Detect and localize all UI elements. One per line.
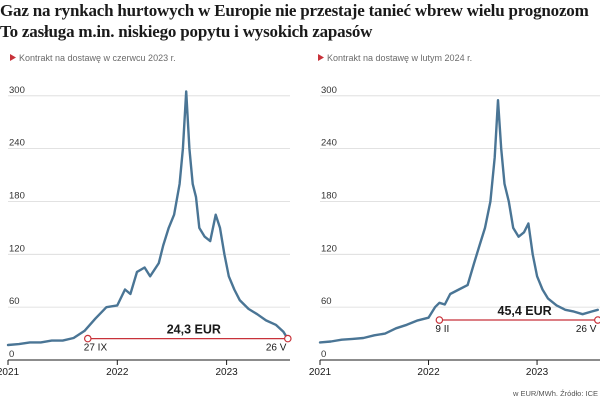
x-tick-label: 2022 [106,367,129,378]
end-point-marker [284,334,292,343]
chart-subtitle: Kontrakt na dostawę w czerwcu 2023 r. [19,53,176,63]
price-label: 45,4 EUR [498,304,552,318]
headline-line-2: To zasługa m.in. niskiego popytu i wysok… [0,22,373,41]
y-tick-label: 180 [9,190,25,201]
y-tick-label: 60 [321,296,332,307]
y-tick-label: 240 [9,138,25,149]
y-tick-label: 60 [9,296,20,307]
y-tick-label: 300 [321,85,337,96]
y-tick-label: 300 [9,85,25,96]
y-tick-label: 120 [321,243,337,254]
source-note: w EUR/MWh. Źródło: ICE [512,389,598,398]
y-tick-label: 0 [9,349,14,360]
series-line [6,90,289,347]
start-point-marker [435,316,444,324]
headline-line-1: Gaz na rynkach hurtowych w Europie nie p… [0,1,589,20]
subtitle-marker-icon [10,54,16,61]
start-date-label: 27 IX [84,343,108,354]
x-tick-label: 2023 [526,367,549,378]
x-tick-label: 2022 [417,367,440,378]
x-tick-label: 2021 [0,367,20,378]
x-tick-label: 2023 [215,367,238,378]
y-tick-label: 180 [321,190,337,201]
start-point-marker [83,334,92,343]
headline: Gaz na rynkach hurtowych w Europie nie p… [0,0,600,42]
start-date-label: 9 II [435,324,449,335]
subtitle-marker-icon [318,54,324,61]
y-tick-label: 120 [9,243,25,254]
chart-june-2023: Kontrakt na dostawę w czerwcu 2023 r. 0 60… [0,53,292,378]
y-tick-label: 0 [321,349,326,360]
x-tick-label: 2021 [309,367,332,378]
y-tick-label: 240 [321,138,337,149]
price-label: 24,3 EUR [167,323,221,337]
series-line [318,98,599,344]
end-point-marker [594,316,600,324]
chart-subtitle: Kontrakt na dostawę w lutym 2024 r. [327,53,472,63]
chart-february-2024: Kontrakt na dostawę w lutym 2024 r. 0 60 12… [309,53,600,378]
end-date-label: 26 V [266,343,287,354]
end-date-label: 26 V [576,324,597,335]
